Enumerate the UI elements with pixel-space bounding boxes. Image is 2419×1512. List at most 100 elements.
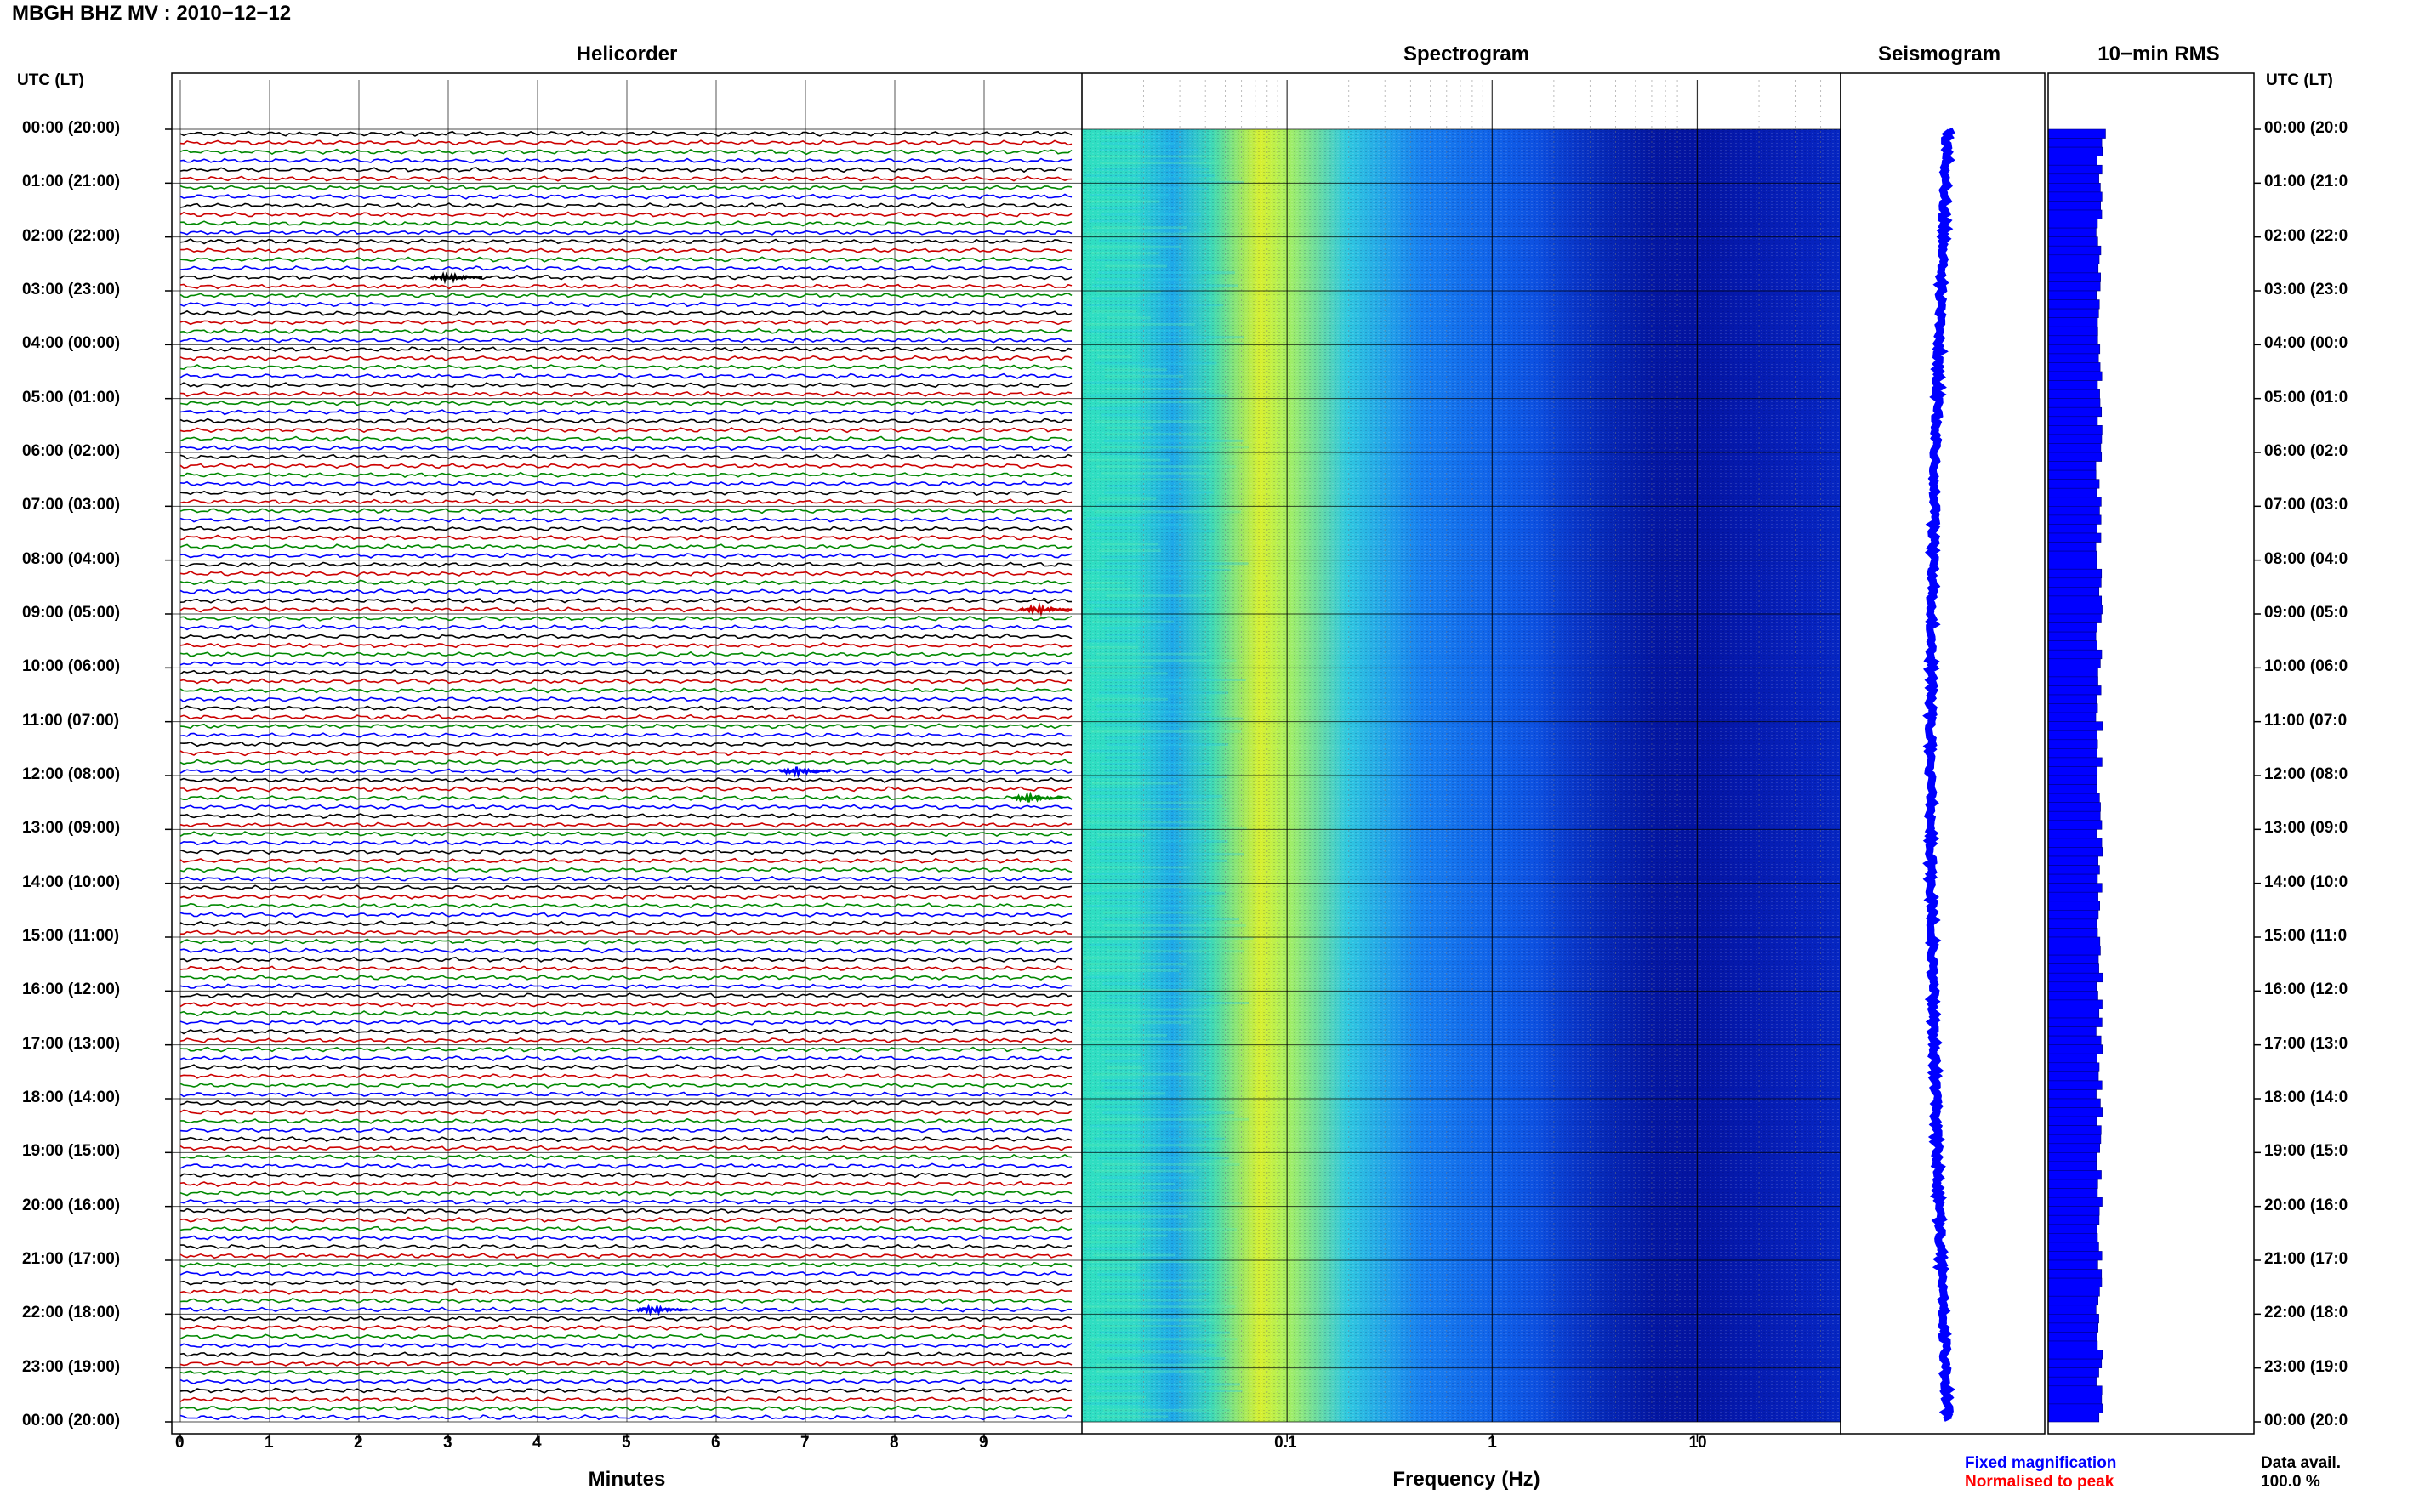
helicorder-trace [179,534,1073,542]
helicorder-trace [179,220,1073,227]
helicorder-trace [179,489,1073,497]
rms-bar [2047,1314,2099,1324]
helicorder-trace [179,1297,1073,1305]
time-label-right: 20:00 (16:0 [2264,1196,2348,1214]
rms-bar [2047,254,2100,264]
time-label-right: 14:00 (10:0 [2264,873,2348,891]
rms-bar [2047,1340,2098,1350]
time-label: 22:00 (18:00) [22,1304,121,1322]
time-label-right: 03:00 (23:0 [2264,281,2348,298]
rms-bar [2047,685,2102,696]
rms-bar [2047,1413,2100,1423]
time-label-right: 18:00 (14:0 [2264,1089,2348,1106]
helicorder-trace [179,292,1073,298]
rms-bar [2047,434,2103,444]
helicorder-trace [179,327,1073,335]
helicorder-trace [179,1216,1073,1224]
rms-bar [2047,873,2098,884]
time-label: 06:00 (02:00) [22,442,121,460]
helicorder-trace [179,678,1073,685]
rms-bar [2047,766,2098,776]
rms-bar [2047,219,2098,229]
time-label: 02:00 (22:00) [22,226,121,245]
helicorder-trace [179,723,1073,730]
rms-bar [2047,1197,2103,1207]
helicorder-trace [179,274,1073,281]
helicorder-trace [179,776,1073,783]
helicorder-trace [179,238,1073,245]
rms-bar [2047,1170,2102,1180]
rms-bar [2047,425,2103,435]
time-label: 03:00 (23:00) [22,281,121,298]
helicorder-trace [179,974,1073,981]
rms-bar [2047,730,2097,741]
rms-bar [2047,290,2097,300]
rms-bar [2047,622,2097,633]
helicorder-trace [179,1001,1073,1008]
rms-bar [2047,999,2103,1009]
helicorder-trace [179,750,1073,757]
seismogram-title: Seismogram [1877,43,2001,65]
helicorder-trace [179,839,1073,846]
helicorder-trace [179,812,1073,820]
rms-bar [2047,577,2102,588]
helicorder-trace [180,1306,1073,1313]
rms-bar [2047,810,2101,821]
helicorder-trace [179,1234,1073,1242]
time-label: 01:00 (21:00) [22,173,121,191]
seismogram-trace [1922,127,1956,1422]
rms-bar [2047,1009,2100,1019]
helicorder-trace [179,444,1073,452]
rms-bar [2047,901,2100,911]
helicorder-x-tick: 9 [979,1434,988,1452]
helicorder-trace [180,1117,1073,1124]
helicorder-trace [179,633,1073,640]
rms-bar [2047,748,2097,759]
helicorder-trace [179,1279,1073,1286]
rms-bar [2047,883,2103,893]
helicorder-trace [179,480,1073,487]
helicorder-xlabel: Minutes [588,1468,666,1491]
rms-bar [2047,865,2100,875]
helicorder-trace [179,579,1073,586]
rms-bar [2047,855,2098,866]
rms-bar [2047,1098,2101,1108]
rms-bar [2047,362,2101,372]
rms-bar [2047,981,2097,992]
rms-bar [2047,721,2103,731]
rms-bar [2047,416,2098,426]
helicorder-trace [179,1073,1073,1080]
rms-bar [2047,1358,2103,1368]
helicorder-trace [179,1180,1072,1187]
helicorder-trace [179,741,1073,747]
helicorder-trace [179,1324,1073,1331]
helicorder-trace [179,372,1073,379]
rms-bar [2047,757,2103,767]
helicorder-trace [179,804,1073,810]
rms-bar [2047,469,2097,480]
time-label-right: 11:00 (07:0 [2264,711,2348,730]
helicorder-trace [179,696,1073,703]
helicorder-trace [179,1100,1073,1106]
time-label-right: 05:00 (01:0 [2264,388,2348,406]
rms-bar [2047,1107,2103,1117]
helicorder-event [1010,791,1063,803]
helicorder-trace [179,1208,1073,1214]
rms-bar [2047,1134,2102,1145]
helicorder-trace [179,310,1073,316]
helicorder-trace [179,570,1073,577]
helicorder-trace [179,498,1073,505]
helicorder-trace [179,319,1073,326]
helicorder-trace [179,731,1073,738]
time-label: 05:00 (01:00) [22,388,121,406]
rms-bar [2047,775,2097,785]
rms-bar [2047,936,2101,946]
helicorder-trace [179,390,1073,398]
rms-bar [2047,963,2099,974]
rms-bar [2047,847,2103,857]
helicorder-x-tick: 5 [622,1434,631,1452]
time-label: 20:00 (16:00) [22,1196,121,1214]
right-axis-label: UTC (LT) [2266,71,2333,89]
rms-bar [2047,668,2098,678]
